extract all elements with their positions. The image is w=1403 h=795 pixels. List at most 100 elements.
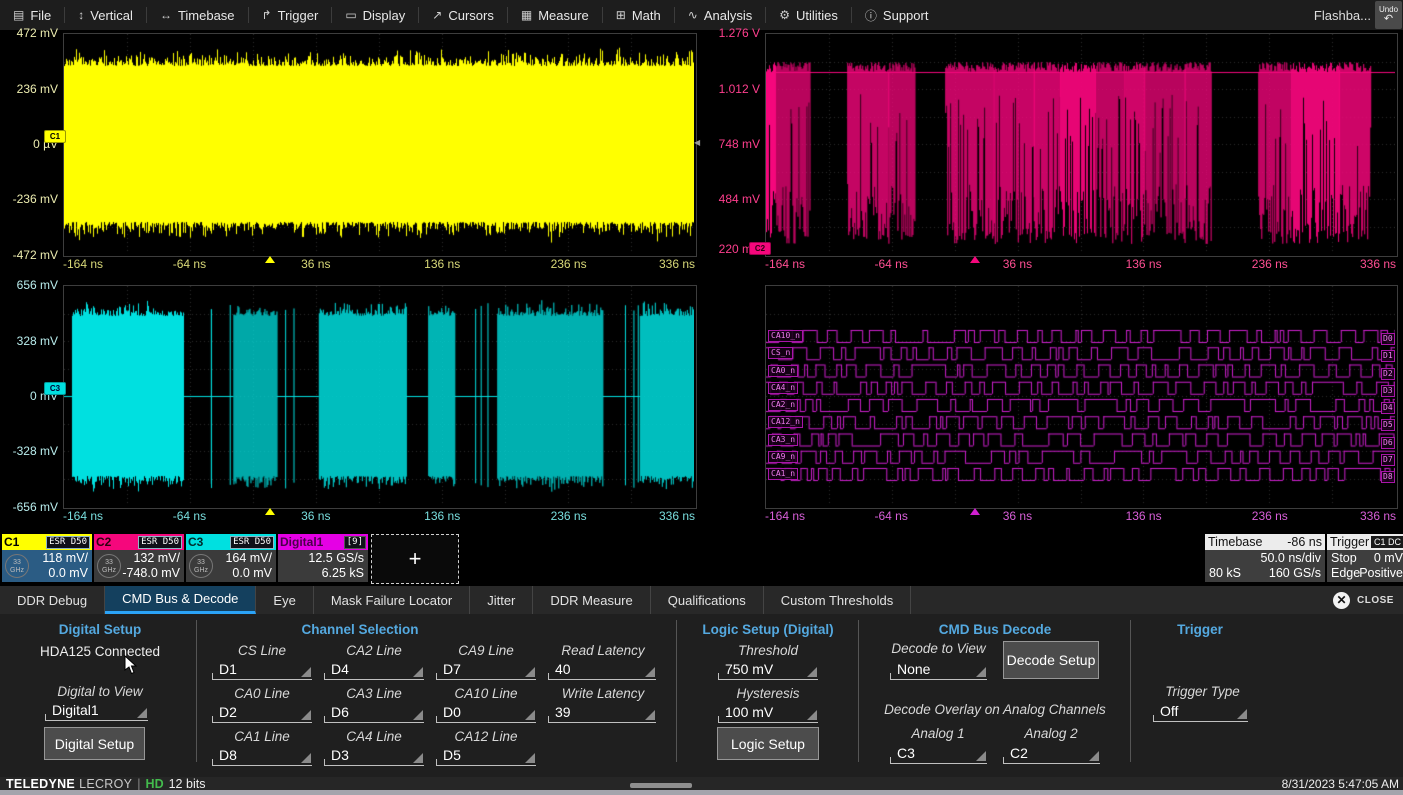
dropdown-triangle-icon [645, 667, 655, 677]
dropdown-triangle-icon [413, 753, 423, 763]
trigger-type: Edge [1331, 566, 1360, 580]
c3-time-axis: -164 ns -64 ns 36 ns 136 ns 236 ns 336 n… [63, 509, 695, 523]
menu-display[interactable]: ▭Display [332, 0, 418, 30]
c3-waveform-canvas [64, 286, 694, 506]
digital-to-view-dropdown[interactable]: Digital1 [45, 700, 148, 721]
trigger-mode: Stop [1331, 551, 1357, 565]
digital-setup-button[interactable]: Digital Setup [44, 727, 145, 760]
time-tick: 36 ns [301, 257, 330, 271]
tab-jitter[interactable]: Jitter [470, 586, 533, 614]
decode-to-view-dropdown[interactable]: None [890, 659, 987, 680]
c1-y-label: 472 mV [0, 26, 58, 40]
cs-line-label: CS Line [212, 643, 312, 658]
tab-ddr-measure[interactable]: DDR Measure [533, 586, 650, 614]
ca3-line-dropdown[interactable]: D6 [324, 702, 424, 723]
decode-setup-button[interactable]: Decode Setup [1003, 641, 1099, 679]
trigger-type-dropdown[interactable]: Off [1153, 701, 1248, 722]
logic-setup-button[interactable]: Logic Setup [717, 727, 819, 760]
digital-setup-title: Digital Setup [20, 622, 180, 637]
digital-bit-label: D6 [1381, 437, 1395, 449]
tab-cmd-bus-decode[interactable]: CMD Bus & Decode [105, 586, 256, 614]
dropdown-triangle-icon [413, 667, 423, 677]
menu-utilities-label: Utilities [796, 8, 838, 23]
analog1-dropdown[interactable]: C3 [890, 743, 987, 764]
cs-line-dropdown[interactable]: D1 [212, 659, 312, 680]
time-tick: 136 ns [424, 509, 460, 523]
digital-line-label: CA3_n [768, 434, 798, 446]
menu-measure[interactable]: ▦Measure [508, 0, 602, 30]
c2-level-marker[interactable]: C2 [749, 242, 771, 255]
digital-line-label: CA9_n [768, 451, 798, 463]
oscilloscope-app: ▤File ↕Vertical ↔Timebase ↱Trigger ▭Disp… [0, 0, 1403, 795]
threshold-dropdown[interactable]: 750 mV [718, 659, 818, 680]
menu-cursors[interactable]: ↗Cursors [419, 0, 507, 30]
time-tick: -164 ns [765, 257, 805, 271]
dropdown-triangle-icon [1089, 751, 1099, 761]
c3-probe-badge: ESR D50 [230, 536, 274, 549]
panel-trigger-title: Trigger [1140, 622, 1260, 637]
ca10-line-dropdown[interactable]: D0 [436, 702, 536, 723]
digital-line-label: CA12_n [768, 416, 803, 428]
tab-ddr-debug[interactable]: DDR Debug [0, 586, 105, 614]
c1-trigger-time-marker[interactable] [265, 256, 275, 263]
ca9-line-dropdown[interactable]: D7 [436, 659, 536, 680]
c1-zero-marker[interactable]: C1 [44, 130, 66, 143]
tab-custom-thresholds[interactable]: Custom Thresholds [764, 586, 911, 614]
time-tick: 36 ns [1003, 509, 1032, 523]
digital-trigger-time-marker[interactable] [970, 508, 980, 515]
menu-support[interactable]: ⓘSupport [852, 0, 942, 30]
threshold-label: Threshold [718, 643, 818, 658]
tab-qualifications[interactable]: Qualifications [651, 586, 764, 614]
time-tick: -64 ns [875, 509, 908, 523]
undo-button[interactable]: Undo ↶ [1375, 1, 1402, 29]
c3-descriptor-box[interactable]: C3ESR D50 33GHz 164 mV/ 0.0 mV [186, 534, 276, 582]
write-latency-dropdown[interactable]: 39 [548, 702, 656, 723]
dialog-close-button[interactable]: ✕ CLOSE [1333, 586, 1403, 614]
digital-bit-label: D1 [1381, 350, 1395, 362]
read-latency-dropdown[interactable]: 40 [548, 659, 656, 680]
hysteresis-label: Hysteresis [718, 686, 818, 701]
decode-overlay-label: Decode Overlay on Analog Channels [870, 702, 1120, 717]
digital1-descriptor-id: Digital1 [280, 535, 323, 549]
c2-descriptor-box[interactable]: C2ESR D50 33GHz 132 mV/ -748.0 mV [94, 534, 184, 582]
ca0-line-dropdown[interactable]: D2 [212, 702, 312, 723]
trigger-box[interactable]: TriggerC1 DC Stop 0 mV Edge Positive [1327, 534, 1403, 582]
menu-timebase[interactable]: ↔Timebase [147, 0, 248, 30]
digital1-descriptor-box[interactable]: Digital1[9] 12.5 GS/s 6.25 kS [278, 534, 368, 582]
scrollbar-thumb[interactable] [630, 783, 692, 788]
digital-line-label: CA0_n [768, 365, 798, 377]
decode-to-view-label: Decode to View [886, 641, 991, 656]
c3-y-label: 656 mV [0, 278, 58, 292]
tab-eye[interactable]: Eye [256, 586, 313, 614]
dialog-tab-bar: DDR Debug CMD Bus & Decode Eye Mask Fail… [0, 586, 1403, 614]
menu-measure-label: Measure [538, 8, 589, 23]
add-trace-button[interactable]: + [371, 534, 459, 584]
ca4-line-dropdown[interactable]: D3 [324, 745, 424, 766]
analog2-label: Analog 2 [1001, 726, 1101, 741]
c3-waveform-grid [63, 285, 697, 509]
time-tick: 336 ns [659, 257, 695, 271]
ca12-line-dropdown[interactable]: D5 [436, 745, 536, 766]
menu-utilities[interactable]: ⚙Utilities [766, 0, 851, 30]
analog2-dropdown[interactable]: C2 [1003, 743, 1100, 764]
c3-descriptor-id: C3 [188, 535, 203, 549]
logic-setup-title: Logic Setup (Digital) [688, 622, 848, 637]
digital1-line-count-badge: [9] [344, 536, 366, 549]
tab-mask-failure-locator[interactable]: Mask Failure Locator [314, 586, 470, 614]
digital-line-label: CA1_n [768, 468, 798, 480]
c3-zero-marker[interactable]: C3 [44, 382, 66, 395]
c3-trigger-time-marker[interactable] [265, 508, 275, 515]
menu-vertical[interactable]: ↕Vertical [65, 0, 146, 30]
menu-math[interactable]: ⊞Math [603, 0, 674, 30]
c2-trigger-time-marker[interactable] [970, 256, 980, 263]
trigger-title: Trigger [1330, 535, 1369, 549]
hysteresis-dropdown[interactable]: 100 mV [718, 702, 818, 723]
c1-descriptor-box[interactable]: C1ESR D50 33GHz 118 mV/ 0.0 mV [2, 534, 92, 582]
ca1-line-dropdown[interactable]: D8 [212, 745, 312, 766]
menu-trigger[interactable]: ↱Trigger [249, 0, 332, 30]
c1-time-axis: -164 ns -64 ns 36 ns 136 ns 236 ns 336 n… [63, 257, 695, 271]
ca2-line-dropdown[interactable]: D4 [324, 659, 424, 680]
timebase-box[interactable]: Timebase-86 ns 50.0 ns/div 80 kS 160 GS/… [1205, 534, 1325, 582]
c2-offset-value: -748.0 mV [122, 566, 180, 580]
time-tick: 36 ns [1003, 257, 1032, 271]
